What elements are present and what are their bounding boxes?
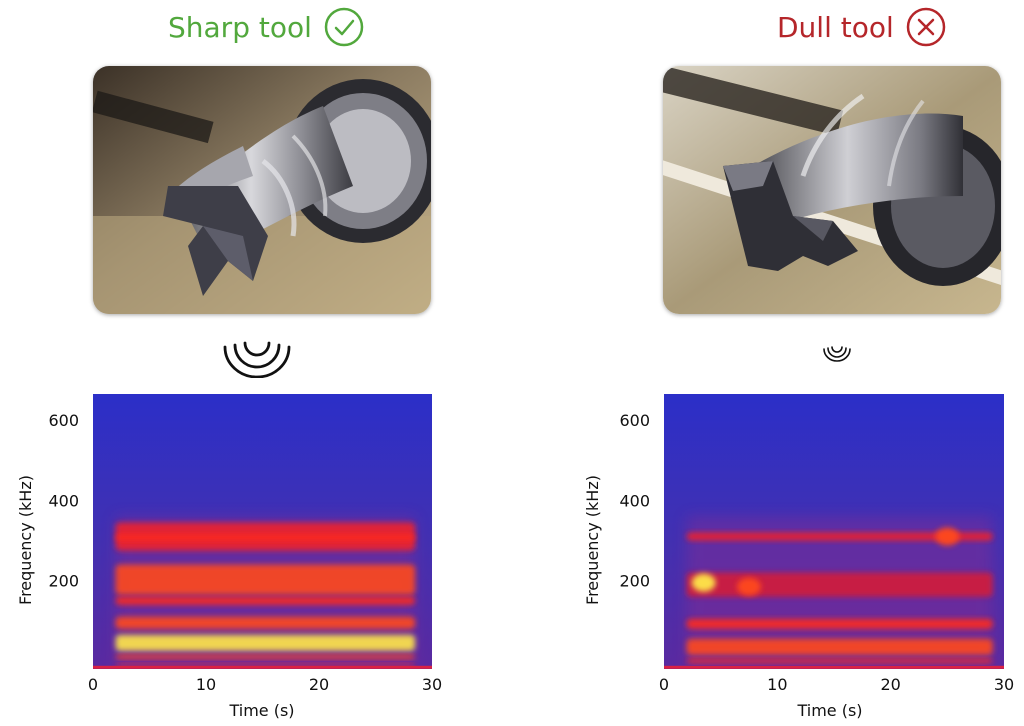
sharp-tool-photo: [93, 66, 431, 314]
y-axis-label: Frequency (kHz): [583, 475, 602, 605]
frequency-band: [115, 654, 416, 659]
frequency-band: [93, 665, 432, 669]
y-tick-label: 400: [619, 491, 650, 510]
x-axis-label: Time (s): [796, 701, 862, 720]
x-tick-label: 30: [994, 675, 1014, 694]
y-tick-label: 400: [48, 491, 79, 510]
y-tick-label: 200: [619, 572, 650, 591]
frequency-band: [115, 534, 416, 541]
frequency-band: [686, 618, 993, 629]
frequency-band: [686, 638, 993, 655]
frequency-band: [115, 616, 416, 629]
dull-tool-title: Dull tool: [777, 10, 894, 44]
y-axis-label: Frequency (kHz): [16, 475, 35, 605]
y-tick-label: 600: [48, 411, 79, 430]
frequency-band: [115, 634, 416, 651]
x-tick-label: 0: [659, 675, 669, 694]
frequency-band: [115, 596, 416, 605]
intensity-spot: [935, 527, 960, 546]
x-tick-label: 10: [767, 675, 787, 694]
sound-waves-large-icon: [223, 341, 291, 378]
intensity-spot: [691, 573, 716, 592]
frequency-band: [686, 572, 993, 597]
sharp-tool-title: Sharp tool: [168, 10, 312, 44]
frequency-band: [686, 658, 993, 663]
x-circle-icon: [906, 7, 946, 47]
x-tick-label: 30: [422, 675, 442, 694]
frequency-band: [686, 532, 993, 541]
sharp-tool-spectrogram: 0 10 20 30 200 400 600 Time (s) Frequency (kHz…: [16, 394, 442, 720]
x-tick-label: 20: [880, 675, 900, 694]
check-circle-icon: [324, 7, 364, 47]
y-tick-label: 600: [619, 411, 650, 430]
y-tick-label: 200: [48, 572, 79, 591]
intensity-spot: [737, 577, 761, 596]
dull-tool-panel: Dull tool: [512, 0, 1024, 726]
heatmap-area: [93, 394, 432, 669]
sharp-tool-panel: Sharp tool: [16, 4, 442, 720]
dull-tool-photo: [663, 66, 1001, 314]
dull-tool-spectrogram: 0 10 20 30 200 400 600 Time (s) Frequency (kHz…: [583, 394, 1014, 720]
frequency-band: [115, 564, 416, 595]
x-tick-label: 0: [88, 675, 98, 694]
heatmap-area: [664, 394, 1004, 669]
x-axis-label: Time (s): [228, 701, 294, 720]
sound-waves-small-icon: [823, 346, 851, 362]
x-tick-label: 10: [196, 675, 216, 694]
frequency-band: [115, 662, 416, 665]
dull-tool-heading: Dull tool: [777, 4, 946, 50]
frequency-band: [664, 665, 1004, 669]
x-tick-label: 20: [309, 675, 329, 694]
sharp-tool-heading: Sharp tool: [168, 4, 364, 50]
